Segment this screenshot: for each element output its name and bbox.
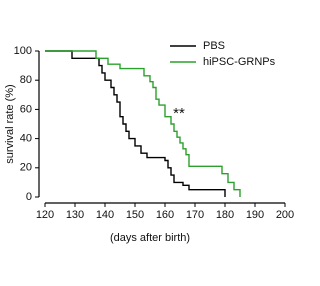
y-axis-label: survival rate (%) [4,84,16,163]
x-tick-label: 120 [36,209,54,221]
chart: (days after birth) survival rate (%) ** … [4,40,294,244]
legend-label: PBS [203,40,225,52]
x-tick-label: 160 [156,209,174,221]
survival-curve [45,50,241,197]
legend-label: hiPSC-GRNPs [203,56,276,68]
x-tick-label: 180 [216,209,234,221]
x-tick-label: 130 [66,209,84,221]
y-tick-label: 100 [14,45,32,57]
y-tick-label: 40 [20,133,32,145]
y-tick-label: 20 [20,162,32,174]
y-tick-label: 80 [20,74,32,86]
y-tick-label: 0 [26,191,32,203]
y-tick-label: 60 [20,103,32,115]
x-tick-label: 140 [96,209,114,221]
x-tick-label: 170 [186,209,204,221]
x-axis-label: (days after birth) [110,232,190,244]
annotation: ** [173,105,185,122]
survival-curve [45,50,226,197]
x-tick-label: 200 [276,209,294,221]
x-tick-label: 150 [126,209,144,221]
x-tick-label: 190 [246,209,264,221]
